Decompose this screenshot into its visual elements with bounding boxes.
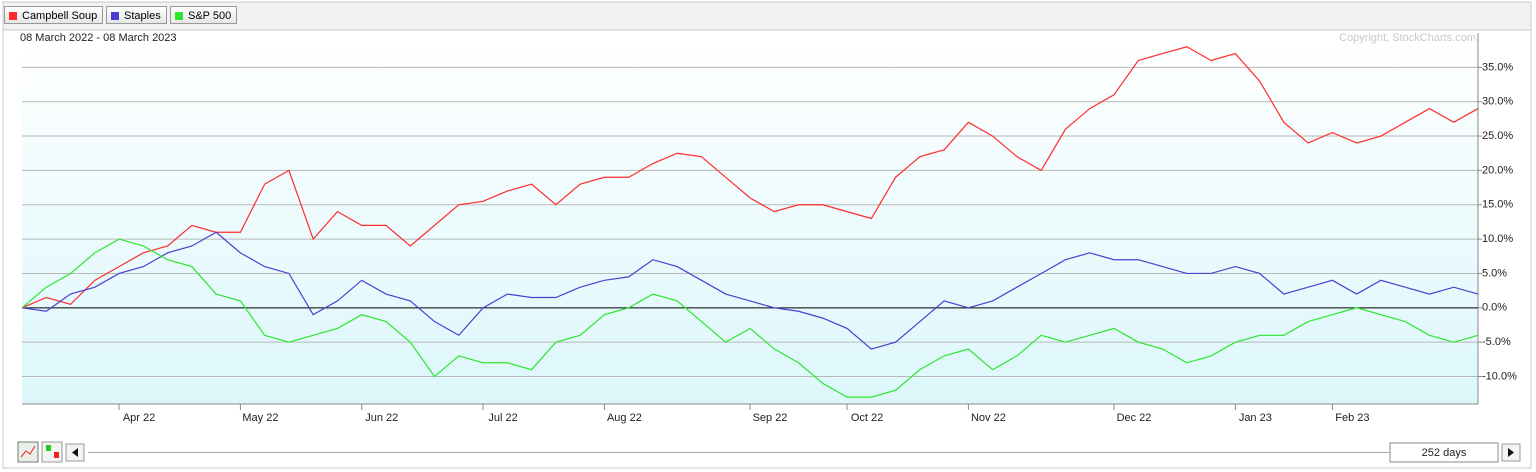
icon xyxy=(1508,448,1514,457)
x-tick-label: Apr 22 xyxy=(123,412,155,424)
x-tick-label: May 22 xyxy=(242,412,278,424)
x-tick-label: Dec 22 xyxy=(1117,412,1152,424)
x-tick-label: Oct 22 xyxy=(851,412,883,424)
y-tick-label: 30.0% xyxy=(1482,96,1513,108)
legend-item[interactable]: Campbell Soup xyxy=(4,6,104,24)
icon xyxy=(72,448,78,457)
copyright: Copyright, StockCharts.com xyxy=(1339,32,1476,44)
grid-layer xyxy=(22,66,1478,378)
icon xyxy=(54,452,59,458)
x-tick-label: Jan 23 xyxy=(1239,412,1272,424)
x-tick-label: Jun 22 xyxy=(365,412,398,424)
range-label: 252 days xyxy=(1422,447,1467,459)
y-tick-label: 0.0% xyxy=(1482,302,1507,314)
plot-area xyxy=(22,33,1478,404)
legend-label: Campbell Soup xyxy=(22,10,98,22)
lines-layer xyxy=(21,46,1479,398)
x-tick-label: Jul 22 xyxy=(488,412,517,424)
x-tick-label: Feb 23 xyxy=(1335,412,1369,424)
y-tick-label: 35.0% xyxy=(1482,61,1513,73)
y-tick-label: 15.0% xyxy=(1482,199,1513,211)
legend-label: Staples xyxy=(124,10,161,22)
series-line xyxy=(21,238,1479,398)
x-tick-label: Aug 22 xyxy=(607,412,642,424)
series-line xyxy=(21,231,1479,350)
x-tick-label: Nov 22 xyxy=(971,412,1006,424)
y-tick-label: -10.0% xyxy=(1482,370,1517,382)
legend-swatch xyxy=(175,11,183,20)
range-box[interactable] xyxy=(1389,442,1499,463)
y-tick-label: -5.0% xyxy=(1482,336,1511,348)
legend-swatch xyxy=(9,11,17,20)
y-tick-label: 5.0% xyxy=(1482,267,1507,279)
legend-item[interactable]: Staples xyxy=(106,6,167,24)
x-tick-label: Sep 22 xyxy=(753,412,788,424)
legend-swatch xyxy=(111,11,119,20)
y-tick-label: 20.0% xyxy=(1482,164,1513,176)
toolbar xyxy=(2,1,1532,31)
icon xyxy=(46,445,51,451)
subtitle: 08 March 2022 - 08 March 2023 xyxy=(20,32,177,44)
legend-label: S&P 500 xyxy=(188,10,232,22)
y-tick-label: 25.0% xyxy=(1482,130,1513,142)
series-line xyxy=(21,46,1479,309)
legend-item[interactable]: S&P 500 xyxy=(170,6,238,24)
icon xyxy=(20,445,36,458)
y-tick-label: 10.0% xyxy=(1482,233,1513,245)
